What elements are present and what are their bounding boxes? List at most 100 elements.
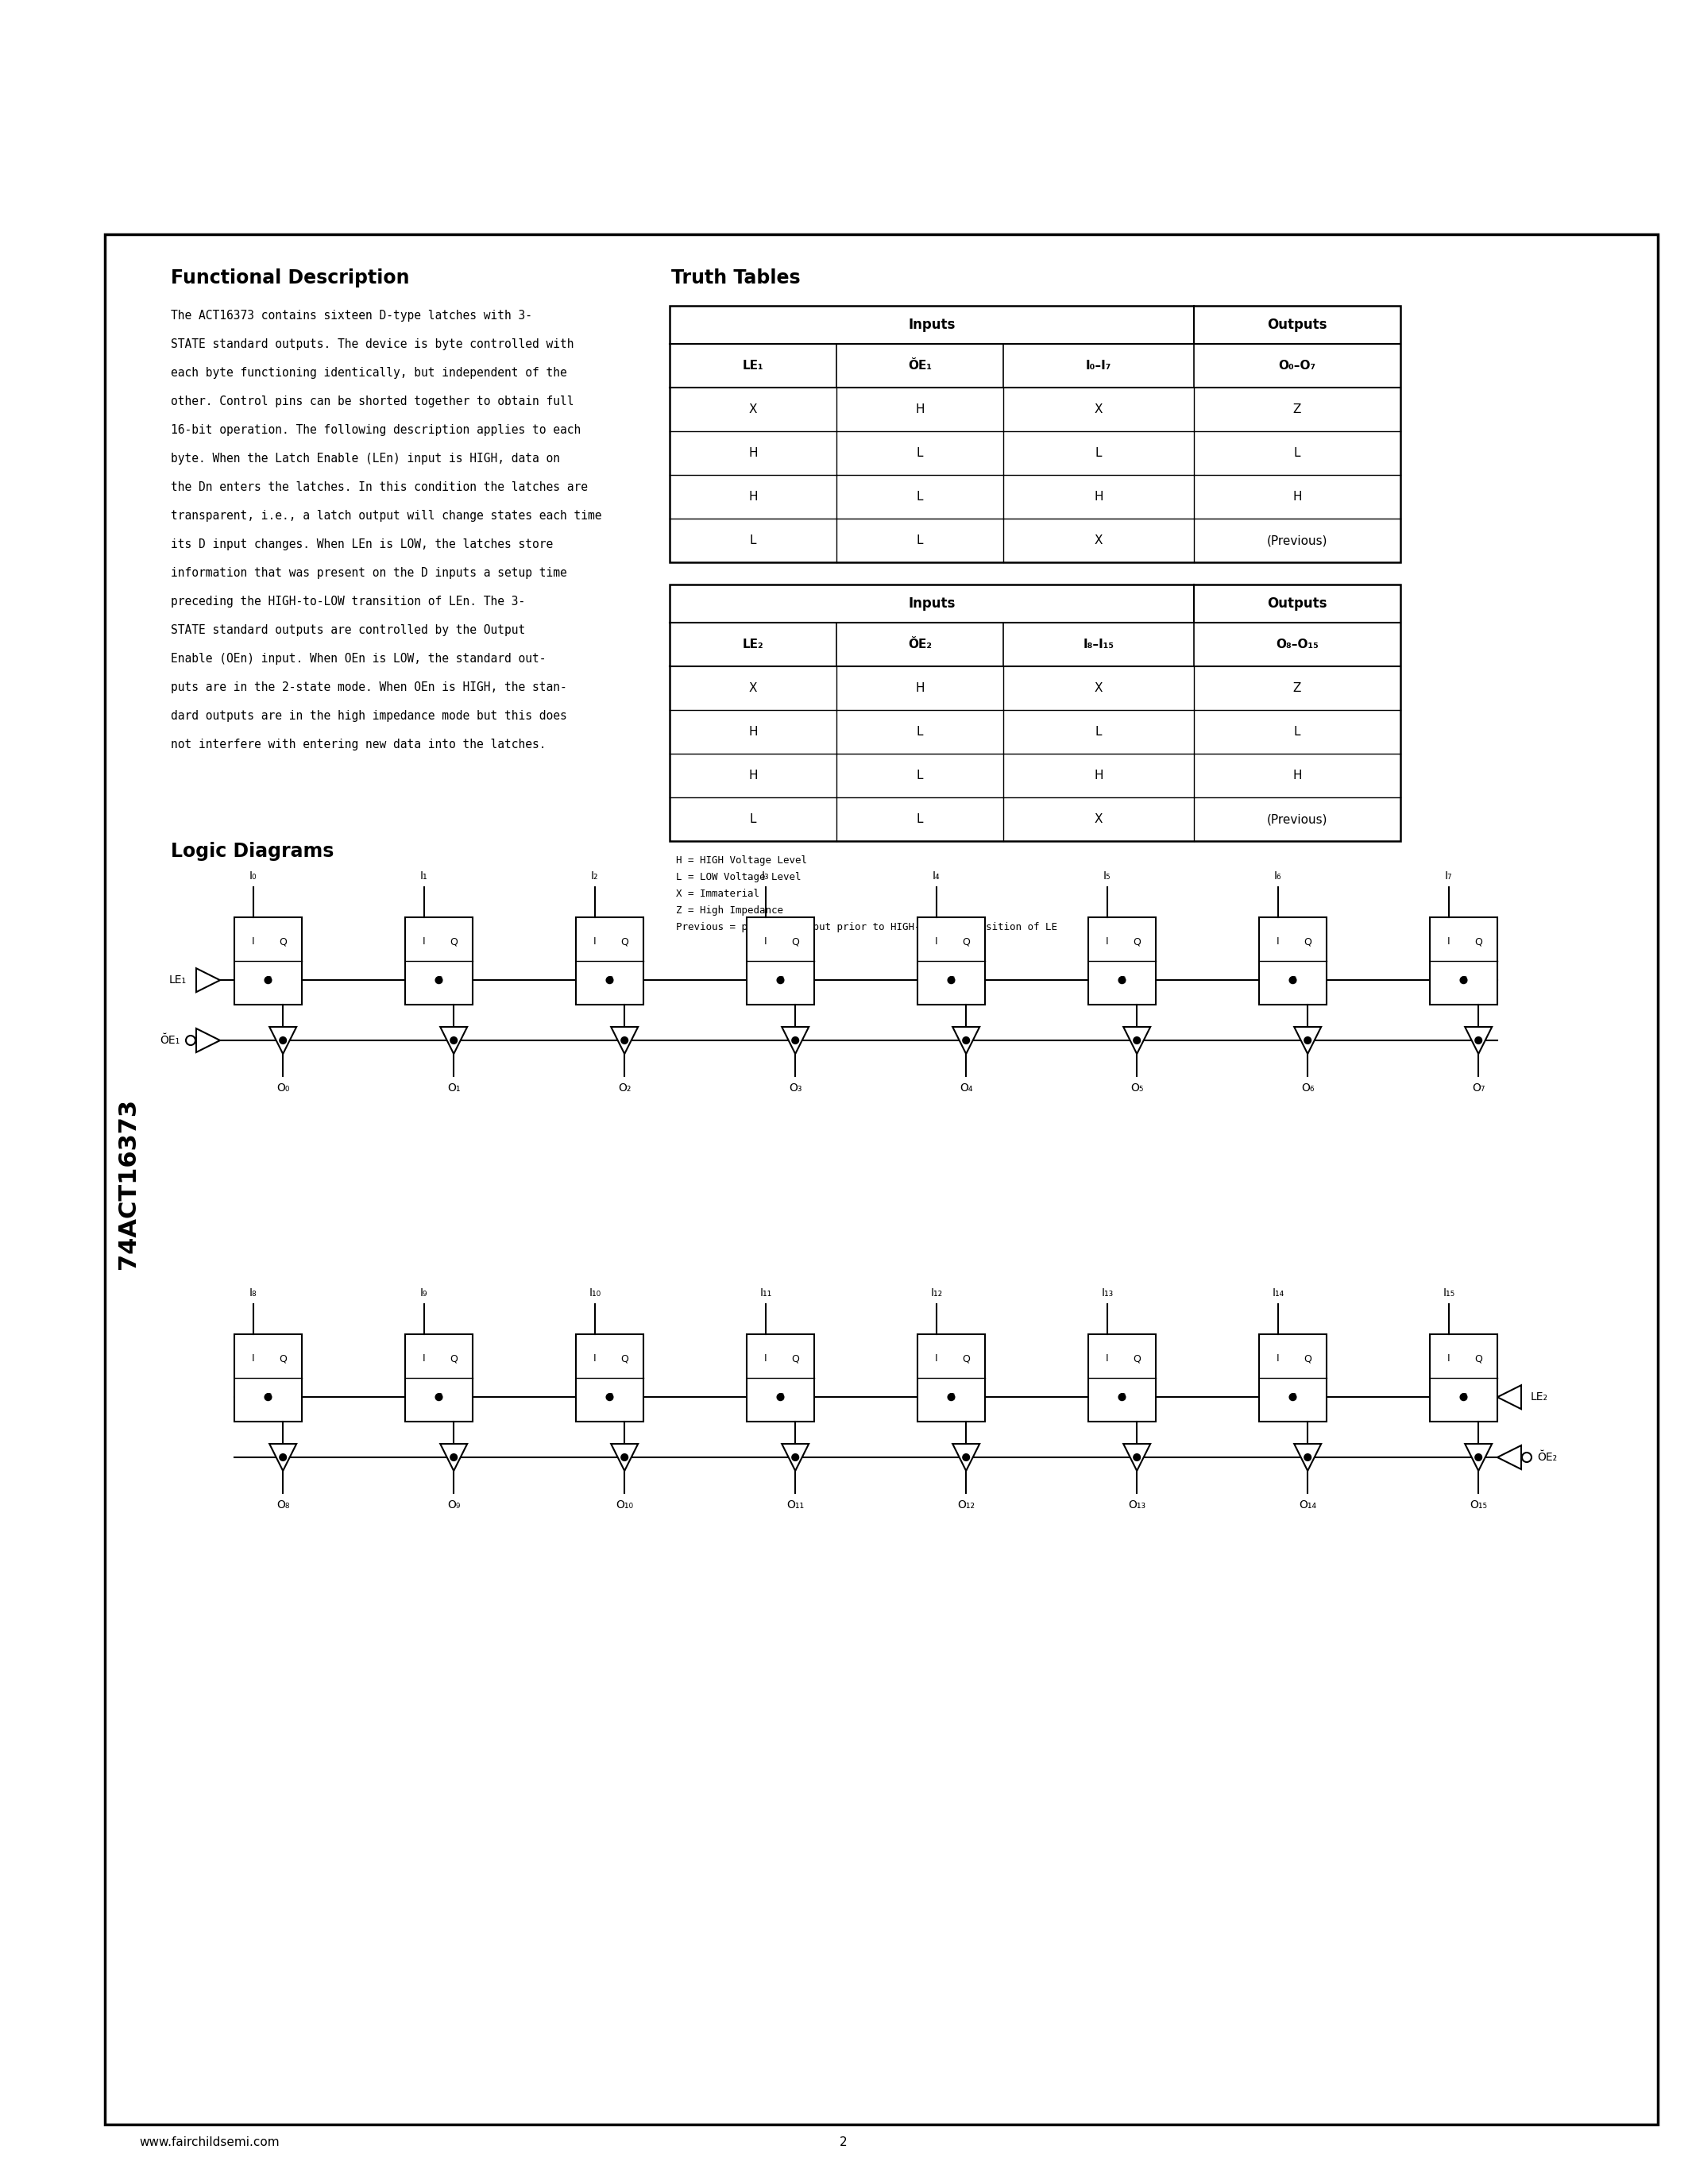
Polygon shape [270,1444,297,1470]
Text: Functional Description: Functional Description [170,269,410,288]
Text: I: I [422,937,425,948]
Text: Q: Q [279,937,287,948]
Text: G: G [1290,1391,1296,1402]
Text: I: I [422,1354,425,1363]
Text: Q: Q [449,1354,457,1363]
Text: Q: Q [1303,1354,1312,1363]
Text: I: I [935,937,939,948]
Polygon shape [1295,1026,1322,1055]
Text: G: G [606,1391,613,1402]
Text: L: L [917,448,923,459]
Text: O₁₃: O₁₃ [1128,1500,1146,1511]
Text: ŎE₂: ŎE₂ [908,638,932,651]
Text: Q: Q [1475,937,1482,948]
Bar [105,234,1658,2125]
Circle shape [606,1393,613,1400]
Bar [235,1334,302,1422]
Text: Q: Q [1133,1354,1141,1363]
Circle shape [621,1037,628,1044]
Text: I₁₂: I₁₂ [930,1286,942,1299]
Bar [746,1334,814,1422]
Text: I₁₄: I₁₄ [1271,1286,1285,1299]
Text: www.fairchildsemi.com: www.fairchildsemi.com [138,2136,279,2149]
Text: L: L [749,812,756,826]
Text: Previous = previous output prior to HIGH-to-LOW transition of LE: Previous = previous output prior to HIGH… [675,922,1057,933]
Text: byte. When the Latch Enable (LEn) input is HIGH, data on: byte. When the Latch Enable (LEn) input … [170,452,560,465]
Text: Q: Q [1303,937,1312,948]
Text: 2: 2 [841,2136,847,2149]
Circle shape [1290,1393,1296,1400]
Text: I: I [1447,937,1450,948]
Circle shape [962,1455,969,1461]
Text: X: X [1094,681,1102,695]
Text: H: H [1293,491,1301,502]
Circle shape [451,1455,457,1461]
Text: L: L [1096,448,1102,459]
Bar [405,1334,473,1422]
Polygon shape [1124,1444,1151,1470]
Circle shape [1290,976,1296,983]
Text: dard outputs are in the high impedance mode but this does: dard outputs are in the high impedance m… [170,710,567,723]
Polygon shape [952,1444,979,1470]
Text: other. Control pins can be shorted together to obtain full: other. Control pins can be shorted toget… [170,395,574,408]
Circle shape [1134,1037,1139,1044]
Text: Q: Q [1133,937,1141,948]
Text: X = Immaterial: X = Immaterial [675,889,760,900]
Text: I₇: I₇ [1445,871,1453,882]
Text: G: G [776,974,785,985]
Text: O₅: O₅ [1131,1083,1143,1094]
Text: Z: Z [1293,681,1301,695]
Text: I₀: I₀ [250,871,257,882]
Text: G: G [606,974,613,985]
Text: O₁₁: O₁₁ [787,1500,803,1511]
Text: I: I [935,1354,939,1363]
Text: H = HIGH Voltage Level: H = HIGH Voltage Level [675,856,807,865]
Circle shape [949,1393,954,1400]
Text: not interfere with entering new data into the latches.: not interfere with entering new data int… [170,738,547,751]
Text: I₁₃: I₁₃ [1101,1286,1112,1299]
Text: L: L [917,725,923,738]
Circle shape [265,976,272,983]
Text: Q: Q [792,937,798,948]
Text: I: I [765,1354,766,1363]
Polygon shape [1465,1444,1492,1470]
Text: I: I [594,937,596,948]
Text: O₀: O₀ [277,1083,289,1094]
Text: L: L [1293,448,1300,459]
Text: I: I [1276,937,1280,948]
Polygon shape [952,1026,979,1055]
Text: L: L [917,491,923,502]
Polygon shape [441,1444,468,1470]
Circle shape [265,1393,272,1400]
Text: Q: Q [1475,1354,1482,1363]
Text: O₁₅: O₁₅ [1470,1500,1487,1511]
Text: G: G [1117,974,1126,985]
Text: I: I [252,1354,255,1363]
Circle shape [1119,976,1126,983]
Circle shape [792,1037,798,1044]
Text: I: I [252,937,255,948]
Text: X: X [749,681,758,695]
Circle shape [451,1037,457,1044]
Text: information that was present on the D inputs a setup time: information that was present on the D in… [170,568,567,579]
Text: The ACT16373 contains sixteen D-type latches with 3-: The ACT16373 contains sixteen D-type lat… [170,310,532,321]
Circle shape [776,976,783,983]
Text: G: G [1460,1391,1467,1402]
Text: (Previous): (Previous) [1266,812,1327,826]
Text: Z: Z [1293,404,1301,415]
Circle shape [1460,976,1467,983]
Text: O₃: O₃ [788,1083,802,1094]
Bar [1259,1334,1327,1422]
Text: I₁₅: I₁₅ [1443,1286,1455,1299]
Polygon shape [1295,1444,1322,1470]
Text: H: H [915,404,925,415]
Text: Q: Q [621,937,628,948]
Text: Enable (OEn) input. When OEn is LOW, the standard out-: Enable (OEn) input. When OEn is LOW, the… [170,653,547,664]
Bar [1430,917,1497,1005]
Text: ŎE₁: ŎE₁ [160,1035,181,1046]
Bar [1430,1334,1497,1422]
Circle shape [949,976,954,983]
Text: LE₁: LE₁ [743,360,763,371]
Text: ŎE₁: ŎE₁ [908,360,932,371]
Bar [1089,917,1156,1005]
